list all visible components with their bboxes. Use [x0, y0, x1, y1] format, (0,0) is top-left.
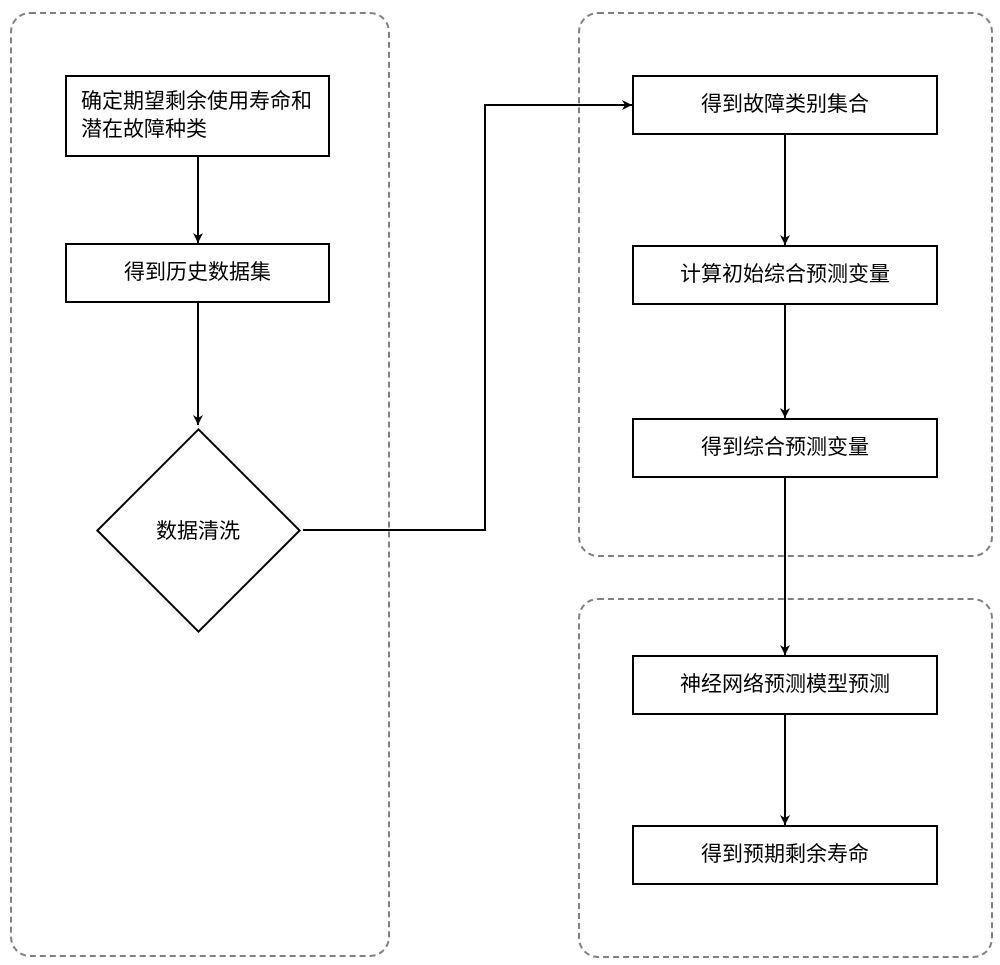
node-label: 神经网络预测模型预测 — [680, 671, 890, 699]
node-get-fault-category-set: 得到故障类别集合 — [632, 75, 938, 135]
node-label: 得到故障类别集合 — [701, 91, 869, 119]
node-label: 计算初始综合预测变量 — [680, 261, 890, 289]
node-calc-initial-variable: 计算初始综合预测变量 — [632, 245, 938, 305]
node-label: 得到预期剩余寿命 — [701, 841, 869, 869]
node-get-combined-variable: 得到综合预测变量 — [632, 418, 938, 478]
node-label: 得到历史数据集 — [124, 259, 271, 287]
flowchart-canvas: 确定期望剩余使用寿命和潜在故障种类 得到历史数据集 数据清洗 得到故障类别集合 … — [0, 0, 1000, 965]
node-label: 确定期望剩余使用寿命和潜在故障种类 — [81, 88, 320, 145]
node-get-expected-life: 得到预期剩余寿命 — [632, 825, 938, 885]
node-label: 得到综合预测变量 — [701, 434, 869, 462]
node-determine-expected-life: 确定期望剩余使用寿命和潜在故障种类 — [65, 75, 330, 157]
node-label: 数据清洗 — [156, 515, 240, 545]
node-nn-predict: 神经网络预测模型预测 — [632, 655, 938, 715]
node-get-history-dataset: 得到历史数据集 — [65, 243, 330, 303]
node-data-cleaning-diamond: 数据清洗 — [96, 428, 301, 633]
group-right-bottom — [578, 598, 993, 958]
